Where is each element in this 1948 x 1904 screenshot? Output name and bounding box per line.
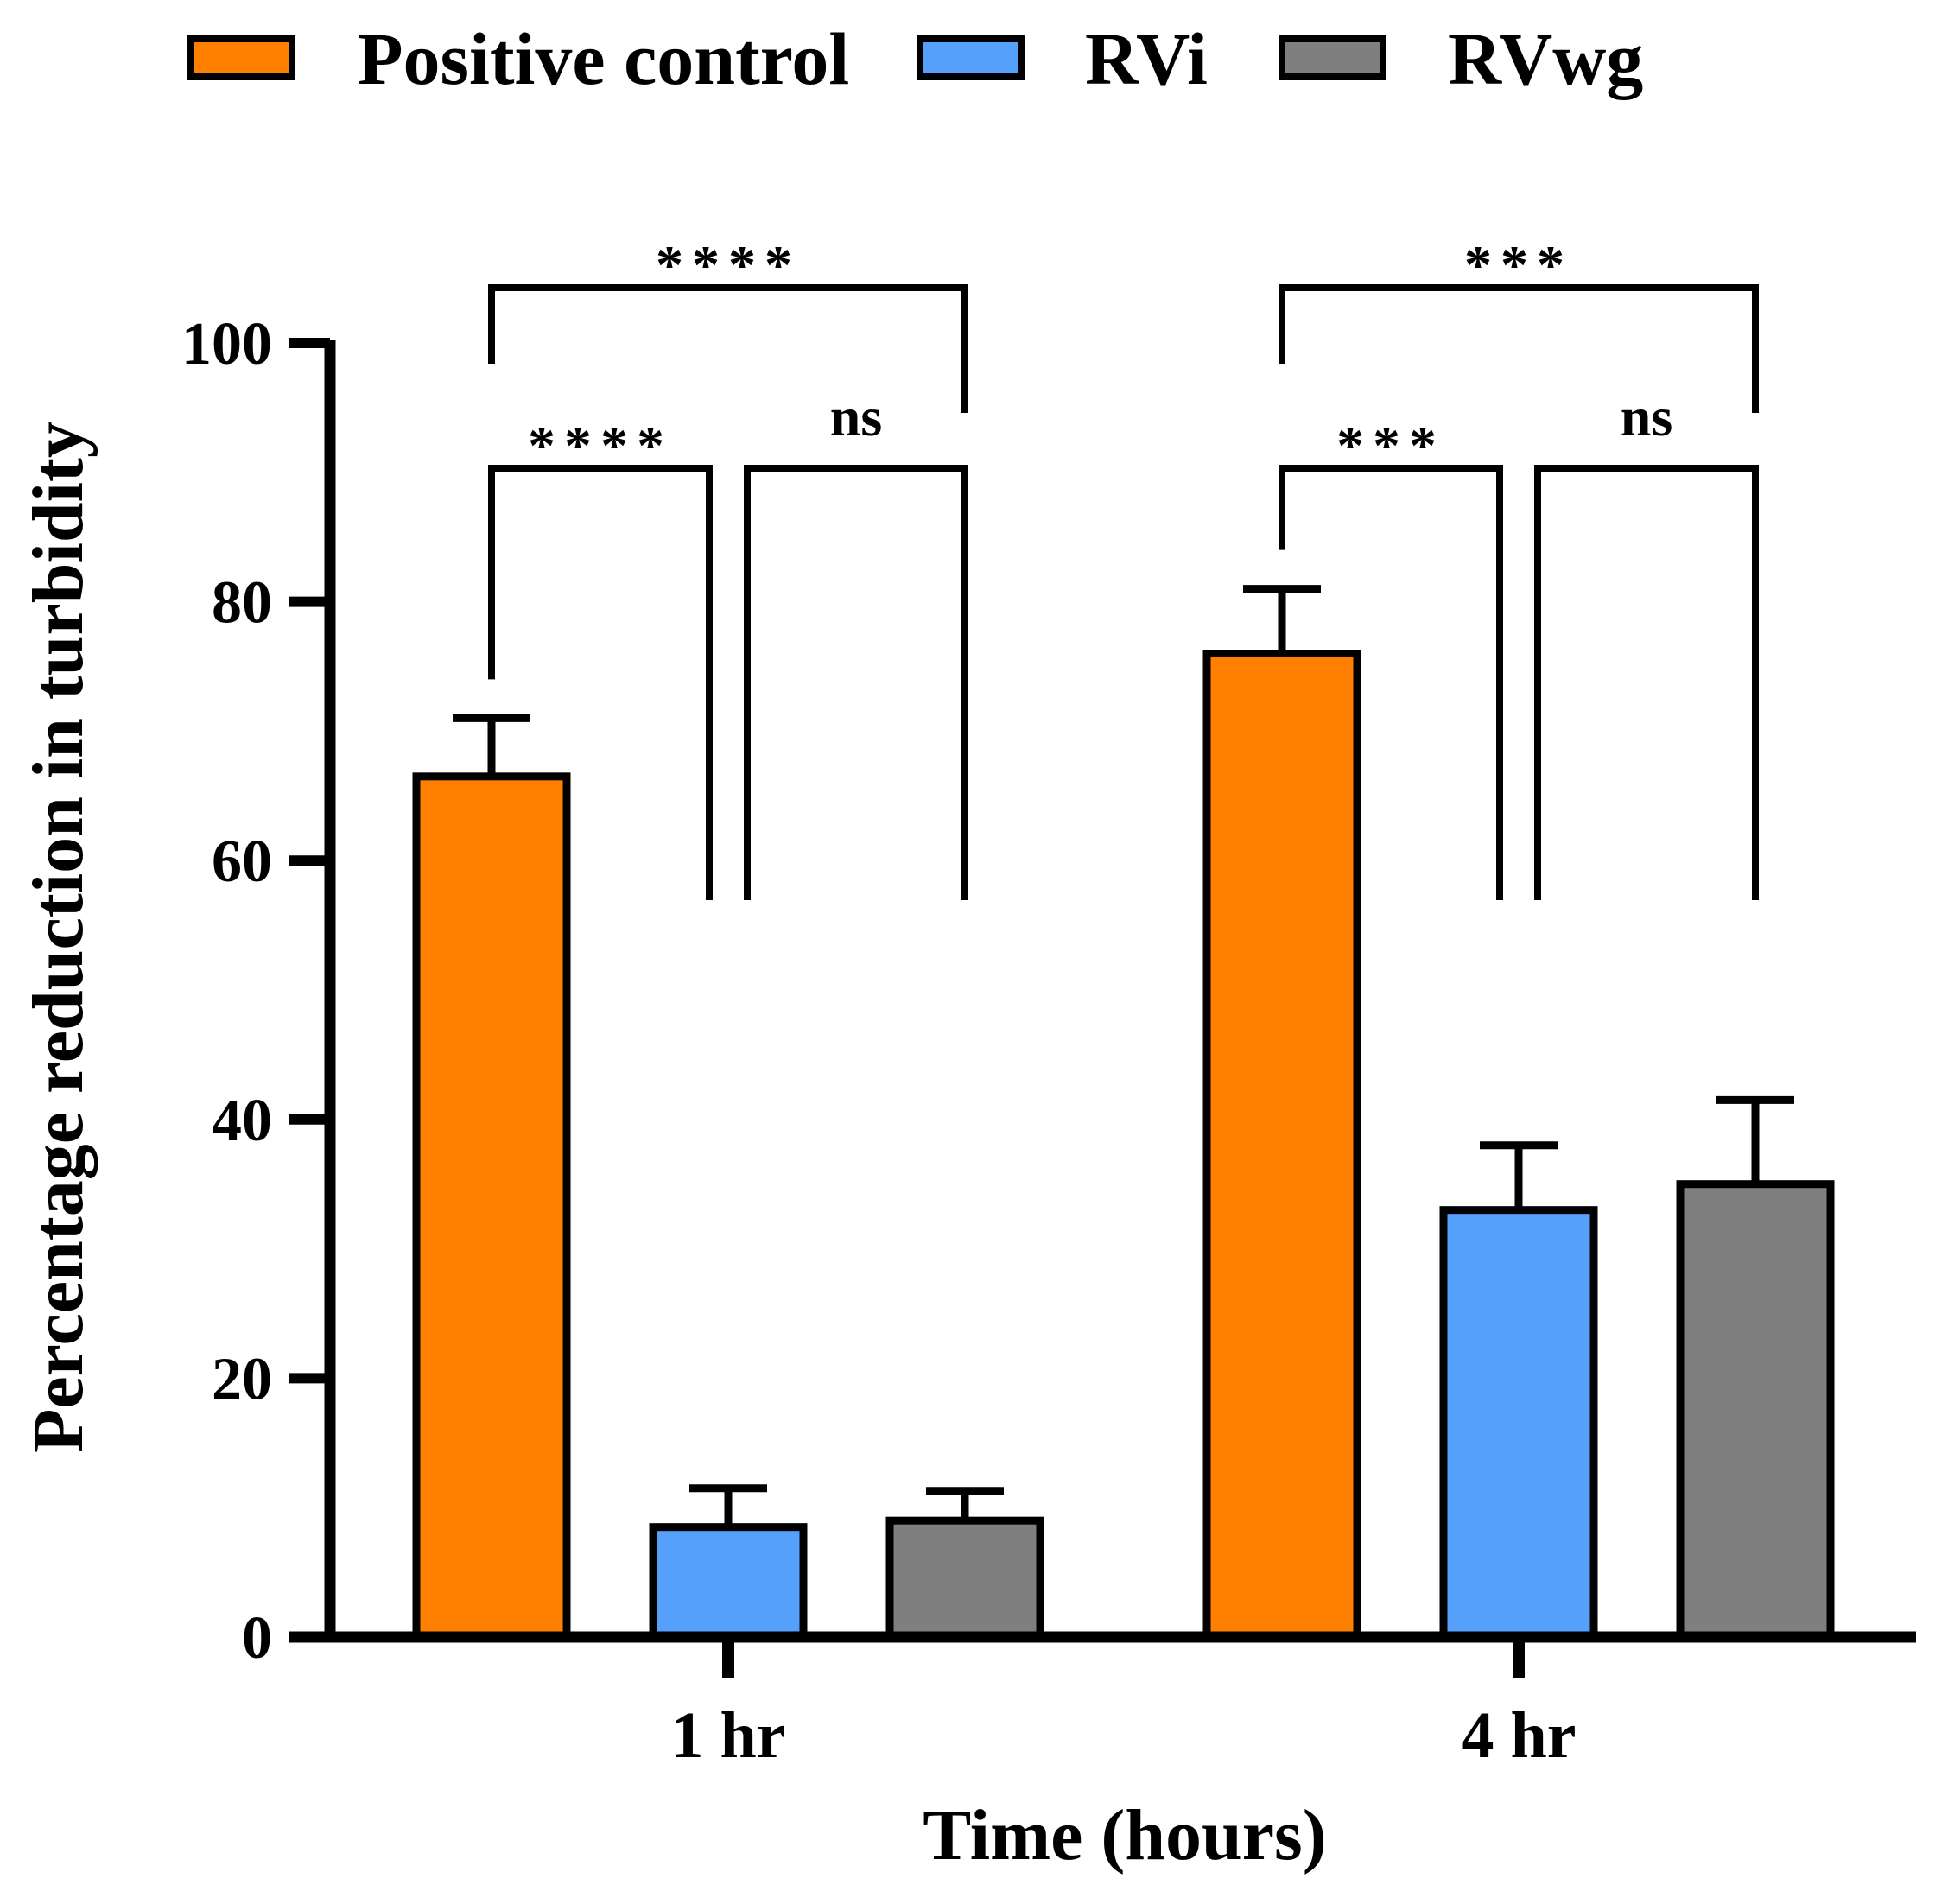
bar-positive-control-1-hr bbox=[412, 772, 571, 1641]
legend-label-rvi: RVi bbox=[1085, 17, 1208, 100]
x-axis-title: Time (hours) bbox=[923, 1795, 1326, 1875]
significance-bracket-1 bbox=[488, 284, 968, 413]
y-tick-label-40: 40 bbox=[212, 1088, 272, 1154]
significance-label-1: **** bbox=[656, 234, 801, 295]
y-tick-label-60: 60 bbox=[212, 828, 272, 895]
y-axis-title: Percentage reduction in turbidity bbox=[18, 422, 98, 1453]
legend-swatch-rvwg bbox=[1279, 35, 1386, 80]
x-tick-label-1-hr: 1 hr bbox=[671, 1699, 786, 1772]
significance-label-6: ns bbox=[1621, 386, 1673, 447]
y-tick-label-0: 0 bbox=[242, 1605, 272, 1672]
bar-rvi-1-hr bbox=[649, 1523, 808, 1641]
legend-label-positive-control: Positive control bbox=[358, 17, 849, 100]
significance-label-4: *** bbox=[1464, 234, 1573, 295]
y-tick-label-80: 80 bbox=[212, 570, 272, 637]
significance-label-2: **** bbox=[528, 415, 673, 476]
error-bars-layer bbox=[453, 585, 1794, 1527]
significance-label-3: ns bbox=[830, 386, 883, 447]
significance-label-5: *** bbox=[1336, 415, 1445, 476]
bar-rvwg-1-hr bbox=[885, 1516, 1044, 1641]
significance-bracket-2 bbox=[488, 465, 713, 900]
significance-bracket-4 bbox=[1279, 284, 1759, 413]
legend-swatch-positive-control bbox=[187, 35, 295, 80]
bars-layer bbox=[412, 650, 1835, 1641]
bar-positive-control-4-hr bbox=[1202, 650, 1361, 1641]
bar-rvi-4-hr bbox=[1439, 1206, 1598, 1641]
legend: Positive control RVi RVwg bbox=[187, 17, 1643, 100]
x-tick-label-4-hr: 4 hr bbox=[1462, 1699, 1577, 1772]
significance-bracket-6 bbox=[1534, 465, 1759, 900]
axes-layer: 0 20 40 60 80 100 1 hr 4 hr bbox=[181, 311, 1916, 1772]
y-tick-label-20: 20 bbox=[212, 1346, 272, 1412]
bar-rvwg-4-hr bbox=[1676, 1180, 1835, 1641]
significance-bracket-5 bbox=[1279, 465, 1503, 900]
legend-swatch-rvi bbox=[917, 35, 1025, 80]
y-tick-label-100: 100 bbox=[181, 311, 272, 378]
significance-bracket-3 bbox=[744, 465, 968, 900]
legend-label-rvwg: RVwg bbox=[1448, 17, 1643, 100]
significance-layer: **** **** ns *** *** ns bbox=[488, 234, 1759, 900]
